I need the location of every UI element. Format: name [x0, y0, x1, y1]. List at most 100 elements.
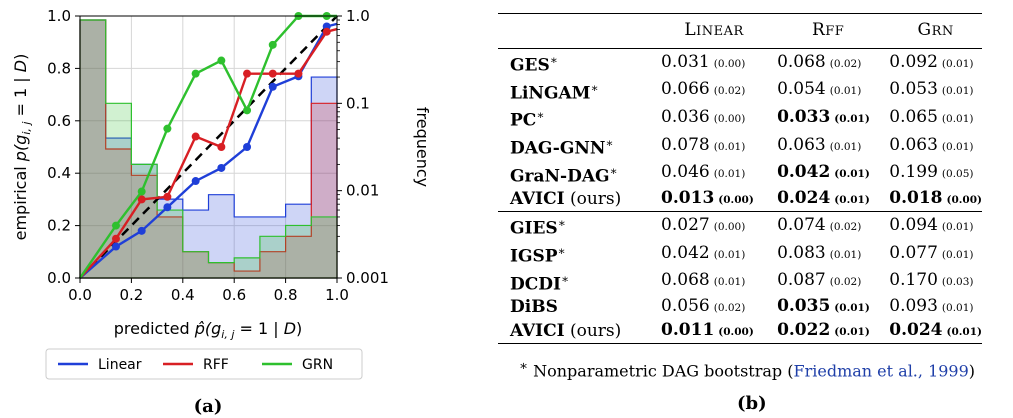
- reference-diagonal: [79, 15, 338, 279]
- value-cell: 0.065 (0.01): [889, 107, 974, 128]
- y2-tick-label: 0.1: [346, 94, 370, 112]
- y2-tick-label: 1.0: [346, 7, 370, 25]
- point-grn: [217, 56, 226, 65]
- value-cell: 0.024 (0.01): [879, 319, 982, 345]
- y-tick-label: 0.8: [47, 59, 71, 77]
- x-tick-label: 0.2: [119, 286, 143, 304]
- value-cell: 0.035 (0.01): [777, 296, 870, 317]
- value-cell: 0.046 (0.01): [661, 162, 746, 183]
- plot-frame: [79, 15, 338, 279]
- value-cell: 0.092 (0.01): [879, 47, 982, 77]
- point-linear: [111, 242, 120, 251]
- point-grn: [191, 69, 200, 78]
- y-tick-label: 0.4: [47, 164, 71, 182]
- table-row: PC∗ 0.036 (0.00) 0.033 (0.01) 0.065 (0.01): [498, 104, 982, 132]
- legend-label: GRN: [302, 357, 333, 373]
- point-grn: [163, 124, 172, 133]
- value-cell: 0.199 (0.05): [889, 162, 974, 183]
- value-cell: 0.027 (0.00): [651, 211, 768, 240]
- value-cell: 0.078 (0.01): [661, 134, 746, 155]
- footnote-citation-link[interactable]: Friedman et al., 1999: [793, 361, 969, 381]
- method-name: AVICI (ours): [498, 319, 652, 345]
- results-panel: LINEAR RFF GRN GES∗ 0.031 (0.00) 0.068 (0.02…: [482, 0, 1012, 418]
- table-row: IGSP∗ 0.042 (0.01) 0.083 (0.01) 0.077 (0.01): [498, 240, 982, 268]
- method-header: [498, 14, 651, 49]
- point-rff: [111, 234, 120, 243]
- value-cell: 0.011 (0.00): [651, 319, 768, 345]
- value-cell: 0.087 (0.02): [777, 270, 862, 291]
- point-linear: [217, 163, 226, 172]
- y-axis-label: empirical p(gi, j = 1 | D): [11, 54, 33, 241]
- method-name: DCDI∗: [510, 271, 570, 295]
- x-tick-label: 0.4: [171, 286, 195, 304]
- table-row: DCDI∗ 0.068 (0.01) 0.087 (0.02) 0.170 (0.03): [498, 268, 982, 296]
- value-cell: 0.024 (0.01): [777, 188, 870, 209]
- method-name: LiNGAM∗: [510, 80, 599, 104]
- value-cell: 0.022 (0.01): [767, 319, 880, 345]
- point-linear: [243, 143, 252, 151]
- point-grn: [111, 221, 120, 230]
- col-header-grn: GRN: [917, 20, 954, 40]
- x-tick-label: 0.8: [274, 286, 298, 304]
- x-tick-label: 1.0: [325, 286, 349, 304]
- point-rff: [322, 27, 331, 36]
- table-row: GIES∗ 0.027 (0.00) 0.074 (0.02) 0.094 (0.01): [498, 211, 982, 240]
- panel-b-label: (b): [737, 393, 767, 414]
- value-cell: 0.068 (0.02): [767, 47, 880, 77]
- y-tick-label: 1.0: [47, 7, 71, 25]
- value-cell: 0.042 (0.01): [777, 162, 870, 183]
- y2-axis-label: frequency: [413, 107, 432, 187]
- method-name: GIES∗: [498, 211, 652, 240]
- legend-box: [45, 348, 363, 380]
- point-rff: [243, 69, 252, 78]
- value-cell: 0.074 (0.02): [767, 211, 880, 240]
- footnote-end: ): [968, 361, 976, 381]
- table-row: DAG-GNN∗ 0.078 (0.01) 0.063 (0.01) 0.063 (0.01…: [498, 132, 982, 160]
- x-tick-label: 0.0: [68, 286, 92, 304]
- method-name: AVICI (ours): [510, 189, 622, 210]
- x-tick-label: 0.6: [222, 286, 246, 304]
- calibration-chart: 0.0 0.2 0.4 0.6 0.8 1.00.00.20.40.60.81.00.00…: [11, 7, 432, 417]
- value-cell: 0.056 (0.02): [661, 296, 746, 317]
- col-header-rff: RFF: [811, 20, 845, 40]
- value-cell: 0.036 (0.00): [661, 107, 746, 128]
- value-cell: 0.018 (0.00): [889, 188, 982, 209]
- table-row: DiBS 0.056 (0.02) 0.035 (0.01) 0.093 (0.01): [498, 295, 982, 319]
- table-row: AVICI (ours) 0.013 (0.00) 0.024 (0.01) 0.018(…: [498, 187, 982, 212]
- value-cell: 0.054 (0.01): [777, 79, 862, 100]
- value-cell: 0.093 (0.01): [889, 296, 974, 317]
- x-axis-label: predicted p̂(gi, j = 1 | D): [114, 319, 303, 341]
- value-cell: 0.031 (0.00): [651, 47, 768, 77]
- value-cell: 0.063 (0.01): [889, 134, 974, 155]
- table-row: LiNGAM∗ 0.066 (0.02) 0.054 (0.01) 0.053 (0.01): [498, 77, 982, 105]
- table-row: GES∗ 0.031 (0.00) 0.068 (0.02) 0.092 (0.01): [498, 47, 982, 77]
- method-name: PC∗: [510, 108, 545, 131]
- value-cell: 0.068 (0.01): [661, 270, 746, 291]
- value-cell: 0.170 (0.03): [889, 270, 974, 291]
- point-linear: [163, 203, 172, 212]
- point-rff: [163, 192, 172, 201]
- value-cell: 0.042 (0.01): [661, 242, 746, 263]
- y2-tick-label: 0.01: [346, 182, 379, 200]
- footnote-text: Nonparametric DAG bootstrap (: [528, 361, 794, 381]
- point-rff: [137, 195, 146, 204]
- point-grn: [243, 106, 252, 115]
- value-cell: 0.053 (0.01): [889, 79, 974, 100]
- calibration-lines: [79, 12, 338, 279]
- results-table: LINEAR RFF GRN GES∗ 0.031 (0.00) 0.068 (0.02…: [498, 13, 982, 345]
- point-linear: [268, 82, 277, 91]
- point-rff: [191, 132, 200, 141]
- method-name: GES∗: [498, 47, 652, 77]
- col-header-linear: LINEAR: [684, 20, 744, 40]
- y-tick-label: 0.6: [47, 112, 71, 130]
- point-rff: [294, 69, 303, 78]
- point-rff: [268, 69, 277, 78]
- value-cell: 0.013 (0.00): [661, 188, 754, 209]
- axis-ticks: 0.0 0.2 0.4 0.6 0.8 1.00.00.20.40.60.81.00.00…: [47, 7, 389, 304]
- point-rff: [217, 143, 226, 151]
- table-row: AVICI (ours) 0.011 (0.00) 0.022 (0.01) 0.024(…: [498, 319, 982, 345]
- point-grn: [137, 187, 146, 196]
- value-cell: 0.077 (0.01): [889, 242, 974, 263]
- point-linear: [137, 226, 146, 235]
- panel-a-label: (a): [194, 396, 223, 417]
